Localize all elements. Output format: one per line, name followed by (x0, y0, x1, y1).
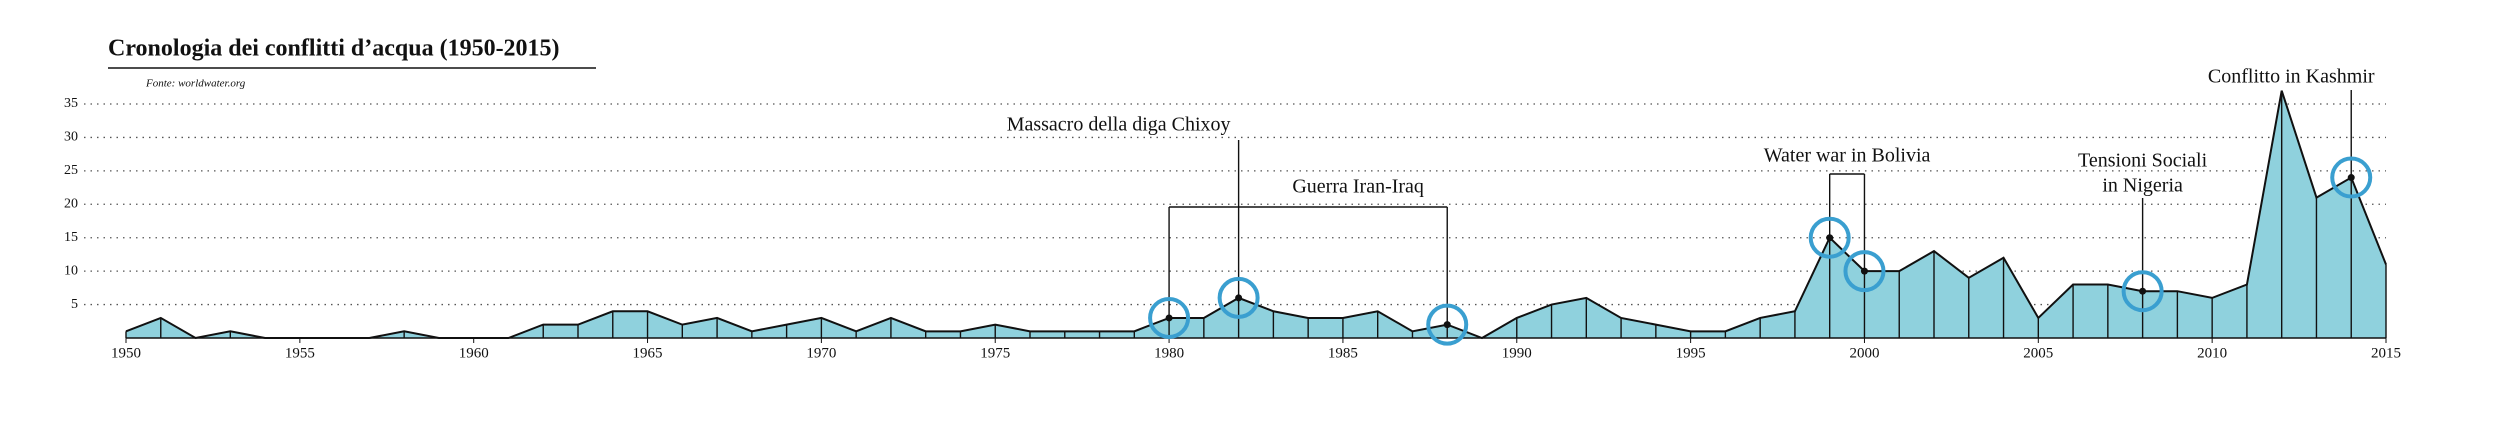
x-tick-label: 1960 (459, 345, 489, 361)
x-tick-label: 1990 (1502, 345, 1532, 361)
y-tick-label: 25 (64, 163, 78, 178)
highlight-circle (1843, 250, 1886, 293)
y-tick-label: 10 (64, 263, 78, 278)
source: Fonte: worldwater.org (145, 78, 246, 90)
annotation-label: Massacro della diga Chixoy (1007, 114, 1231, 136)
highlight-circle (1426, 303, 1469, 346)
y-tick-label: 30 (64, 130, 78, 145)
x-tick-label: 2000 (1849, 345, 1879, 361)
highlight-dot (1165, 314, 1173, 322)
highlight-circle (2330, 156, 2373, 199)
x-tick-label: 2010 (2197, 345, 2227, 361)
y-tick-label: 15 (64, 230, 78, 245)
x-tick-label: 1975 (980, 345, 1010, 361)
x-tick-label: 1955 (285, 345, 315, 361)
y-tick-label: 35 (64, 96, 78, 111)
highlight-dot (1235, 294, 1243, 302)
highlight-circle (1148, 296, 1191, 339)
x-tick-label: 2005 (2023, 345, 2053, 361)
x-tick-label: 1970 (806, 345, 836, 361)
annotation-label: Guerra Iran-Iraq (1292, 176, 1424, 198)
area (126, 90, 2386, 338)
highlight-circle (2121, 270, 2164, 313)
x-tick-label: 1950 (111, 345, 141, 361)
highlight-dot (1443, 321, 1451, 329)
x-tick-label: 2015 (2371, 345, 2401, 361)
highlight-circle (1217, 276, 1260, 319)
x-tick-label: 1965 (633, 345, 663, 361)
x-tick-label: 1980 (1154, 345, 1184, 361)
annotation-label: in Nigeria (2102, 175, 2183, 197)
highlight-dot (1860, 267, 1868, 275)
highlight-circle (1808, 216, 1851, 259)
y-tick-label: 5 (71, 297, 78, 312)
highlight-dot (2139, 287, 2147, 295)
highlight-dot (2347, 174, 2355, 182)
y-tick-label: 20 (64, 197, 78, 212)
x-tick-label: 1985 (1328, 345, 1358, 361)
annotation-label: Conflitto in Kashmir (2208, 66, 2375, 88)
x-tick-label: 1995 (1676, 345, 1706, 361)
annotation-label: Water war in Bolivia (1764, 145, 1931, 167)
annotation-label: Tensioni Sociali (2078, 150, 2208, 172)
chart-title: Cronologia dei conflitti d’acqua (1950-2… (108, 36, 560, 62)
highlight-dot (1826, 234, 1834, 242)
